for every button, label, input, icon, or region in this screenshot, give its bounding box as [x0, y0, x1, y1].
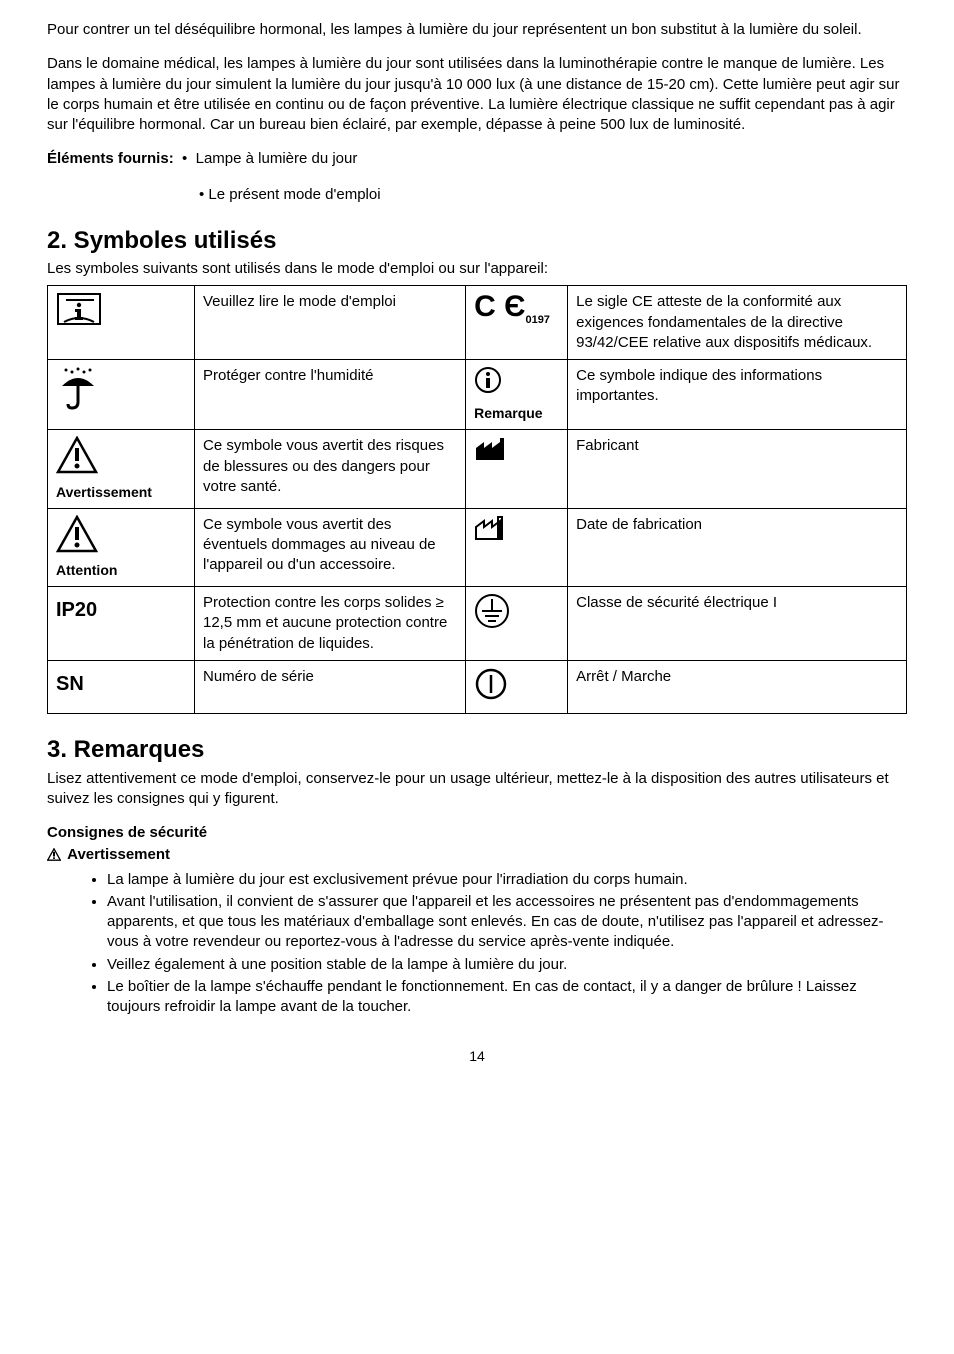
symbol-cell-class1 — [466, 587, 568, 661]
attention-triangle-icon — [56, 515, 98, 553]
symbol-cell-attention: Attention — [48, 508, 195, 586]
symbol-cell-ce: С Є0197 — [466, 286, 568, 360]
intro-paragraph-2: Dans le domaine médical, les lampes à lu… — [47, 54, 907, 135]
symbol-cell-read-manual — [48, 286, 195, 360]
symbol-cell-power — [466, 660, 568, 713]
read-manual-icon — [56, 292, 102, 326]
symbol-cell-mfg-date — [466, 508, 568, 586]
ip20-label: IP20 — [56, 593, 186, 624]
elements-item-2: Le présent mode d'emploi — [47, 185, 907, 205]
symbol-cell-sn: SN — [48, 660, 195, 713]
manufacture-date-icon — [474, 515, 504, 541]
elements-fournis-label: Éléments fournis: — [47, 150, 174, 167]
list-item: Veillez également à une position stable … — [107, 955, 907, 975]
symbol-desc-info: Ce symbole indique des informations impo… — [568, 360, 907, 430]
symbol-desc-class1: Classe de sécurité électrique I — [568, 587, 907, 661]
ce-mark-icon: С Є0197 — [474, 292, 550, 326]
table-row: Protéger contre l'humidité Remarque Ce s… — [48, 360, 907, 430]
section-2-title: 2. Symboles utilisés — [47, 225, 907, 257]
safety-instructions-heading: Consignes de sécurité — [47, 823, 907, 843]
elements-item-1: Lampe à lumière du jour — [196, 150, 358, 167]
avertissement-line: Avertissement — [47, 845, 907, 865]
table-row: Attention Ce symbole vous avertit des év… — [48, 508, 907, 586]
intro-paragraph-1: Pour contrer un tel déséquilibre hormona… — [47, 20, 907, 40]
symbol-desc-attention: Ce symbole vous avertit des éventuels do… — [195, 508, 466, 586]
section-3-subtitle: Lisez attentivement ce mode d'emploi, co… — [47, 769, 907, 810]
section-3-title: 3. Remarques — [47, 734, 907, 766]
page-number: 14 — [47, 1047, 907, 1066]
symbol-cell-manufacturer — [466, 430, 568, 508]
symbol-desc-manufacturer: Fabricant — [568, 430, 907, 508]
table-row: SN Numéro de série Arrêt / Marche — [48, 660, 907, 713]
warning-triangle-small-icon — [47, 848, 61, 861]
symbol-cell-humidity — [48, 360, 195, 430]
symbol-desc-ce: Le sigle CE atteste de la conformité aux… — [568, 286, 907, 360]
table-row: Avertissement Ce symbole vous avertit de… — [48, 430, 907, 508]
safety-bullet-list: La lampe à lumière du jour est exclusive… — [107, 870, 907, 1018]
symbol-desc-mfg-date: Date de fabrication — [568, 508, 907, 586]
info-icon — [474, 366, 502, 394]
umbrella-icon — [56, 366, 100, 410]
section-2-subtitle: Les symboles suivants sont utilisés dans… — [47, 259, 907, 279]
avertissement-label: Avertissement — [67, 846, 170, 863]
symbol-cell-ip20: IP20 — [48, 587, 195, 661]
symbol-cell-warning: Avertissement — [48, 430, 195, 508]
symbol-desc-ip20: Protection contre les corps solides ≥ 12… — [195, 587, 466, 661]
warning-triangle-icon — [56, 436, 98, 474]
list-item: La lampe à lumière du jour est exclusive… — [107, 870, 907, 890]
elements-fournis-line: Éléments fournis: • Lampe à lumière du j… — [47, 149, 907, 169]
list-item: Avant l'utilisation, il convient de s'as… — [107, 892, 907, 953]
power-icon — [474, 667, 508, 701]
table-row: Veuillez lire le mode d'emploi С Є0197 L… — [48, 286, 907, 360]
ground-class1-icon — [474, 593, 510, 629]
symbols-table: Veuillez lire le mode d'emploi С Є0197 L… — [47, 285, 907, 714]
symbol-desc-read-manual: Veuillez lire le mode d'emploi — [195, 286, 466, 360]
info-label: Remarque — [474, 404, 559, 423]
symbol-desc-sn: Numéro de série — [195, 660, 466, 713]
sn-label: SN — [56, 667, 186, 698]
symbol-desc-warning: Ce symbole vous avertit des risques de b… — [195, 430, 466, 508]
attention-label: Attention — [56, 561, 186, 580]
symbol-cell-info: Remarque — [466, 360, 568, 430]
table-row: IP20 Protection contre les corps solides… — [48, 587, 907, 661]
warning-label: Avertissement — [56, 483, 186, 502]
symbol-desc-power: Arrêt / Marche — [568, 660, 907, 713]
list-item: Le boîtier de la lampe s'échauffe pendan… — [107, 977, 907, 1018]
symbol-desc-humidity: Protéger contre l'humidité — [195, 360, 466, 430]
factory-icon — [474, 436, 506, 462]
